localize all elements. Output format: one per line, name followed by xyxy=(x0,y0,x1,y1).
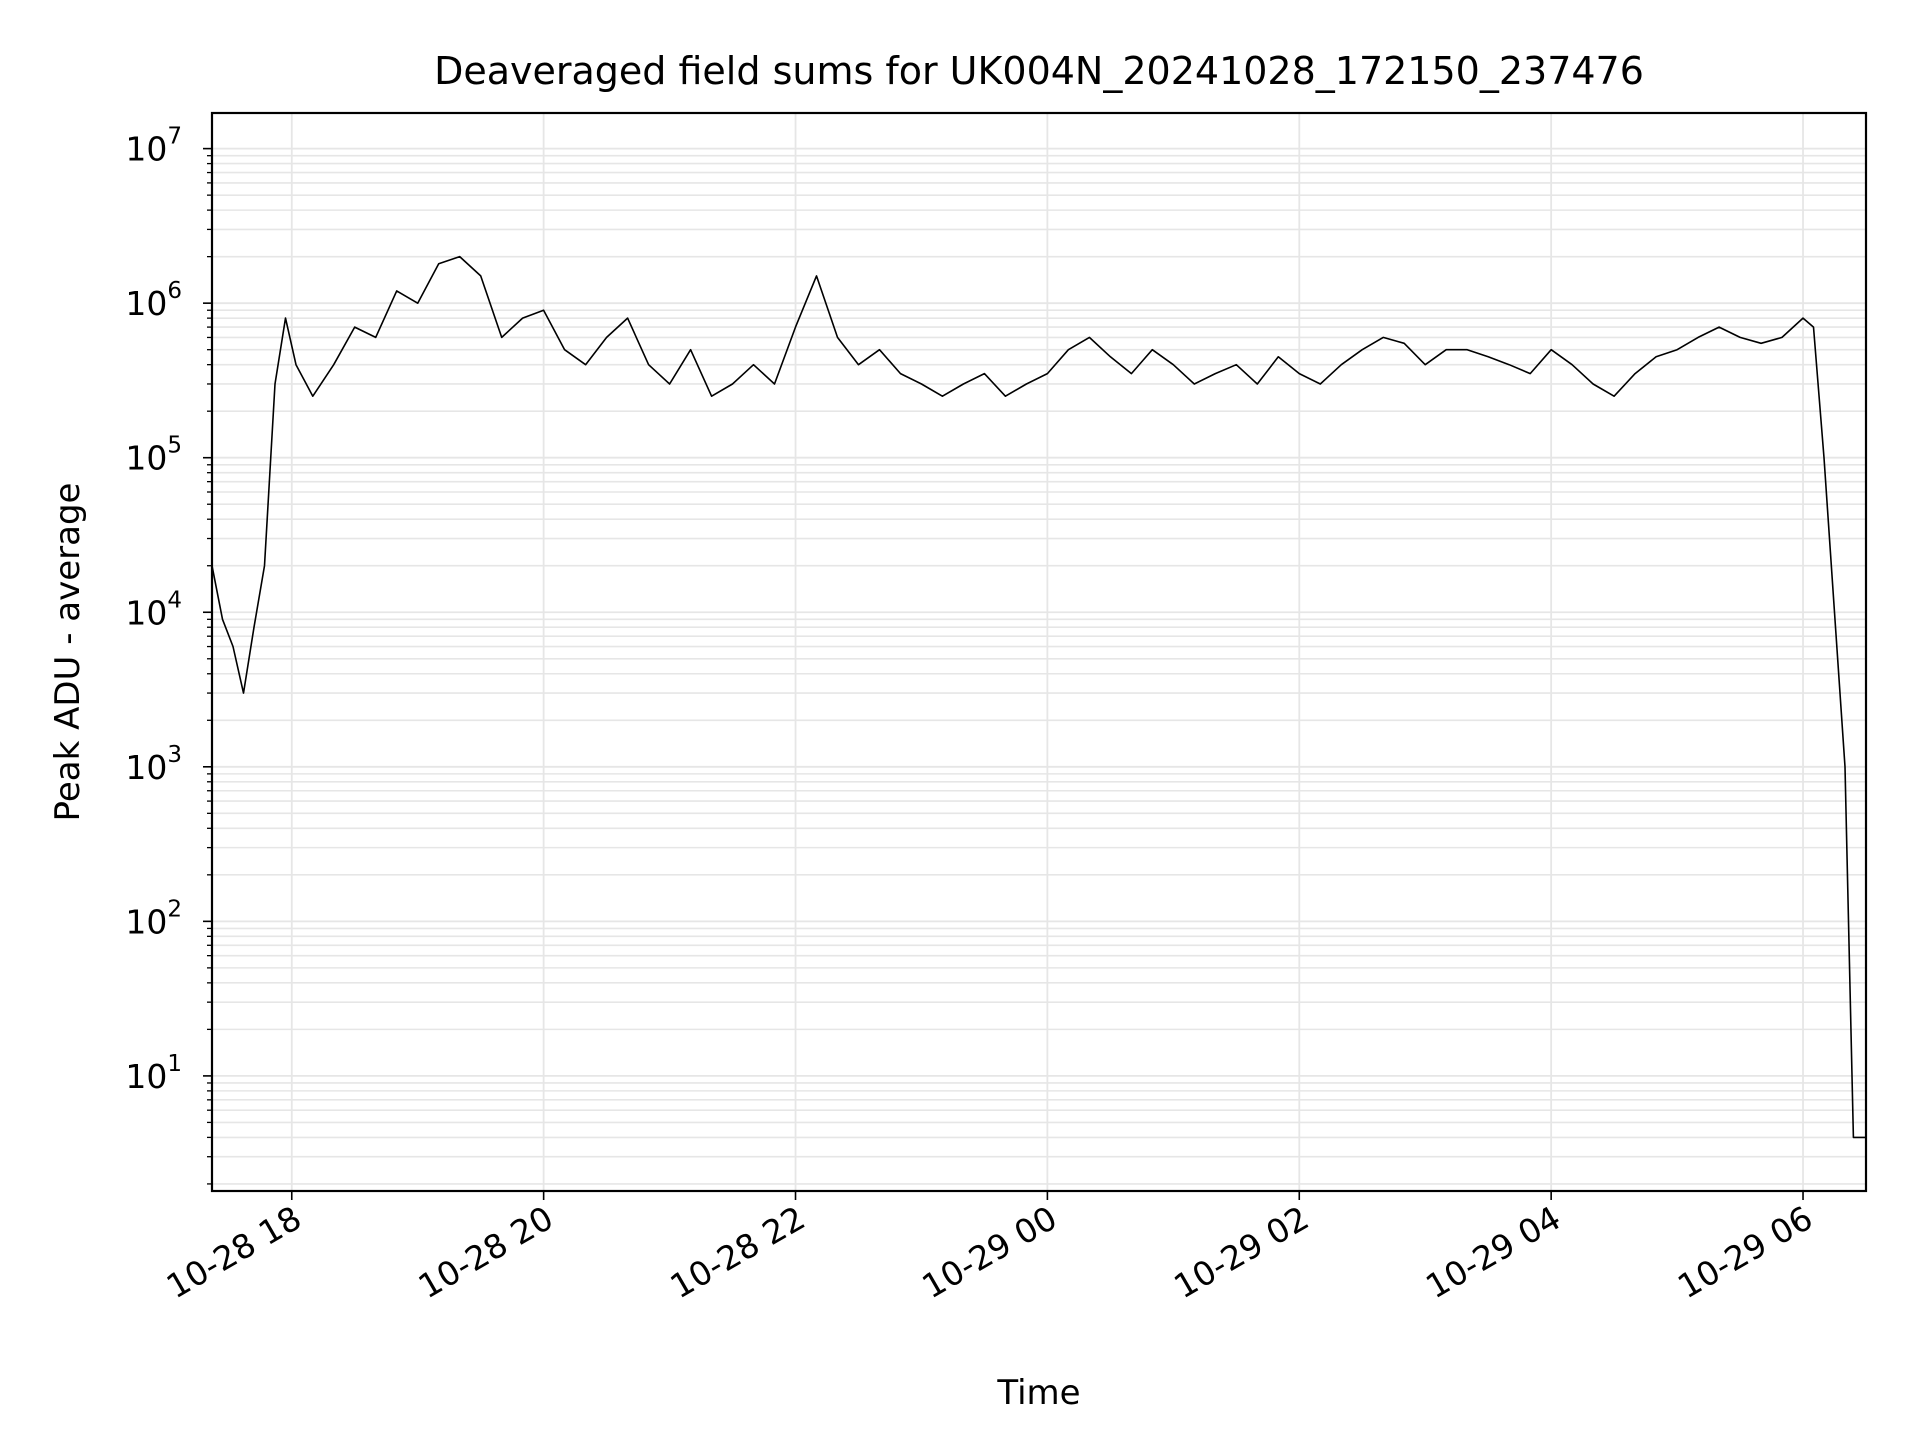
y-tick-label: 102 xyxy=(125,896,182,941)
y-tick-label: 104 xyxy=(125,587,182,632)
x-axis-label: Time xyxy=(996,1373,1080,1413)
y-tick-label: 106 xyxy=(125,278,182,323)
y-tick-label: 107 xyxy=(125,124,182,169)
y-tick-label: 105 xyxy=(125,433,182,478)
data-series xyxy=(211,255,1866,1139)
series-line xyxy=(211,255,1866,1139)
grid-lines xyxy=(212,113,1866,1191)
y-tick-label: 103 xyxy=(125,742,182,787)
plot-frame xyxy=(210,111,1868,1193)
chart-title: Deaveraged field sums for UK004N_2024102… xyxy=(434,49,1644,93)
y-axis-label: Peak ADU - average xyxy=(48,483,88,822)
y-tick-label: 101 xyxy=(125,1051,182,1096)
